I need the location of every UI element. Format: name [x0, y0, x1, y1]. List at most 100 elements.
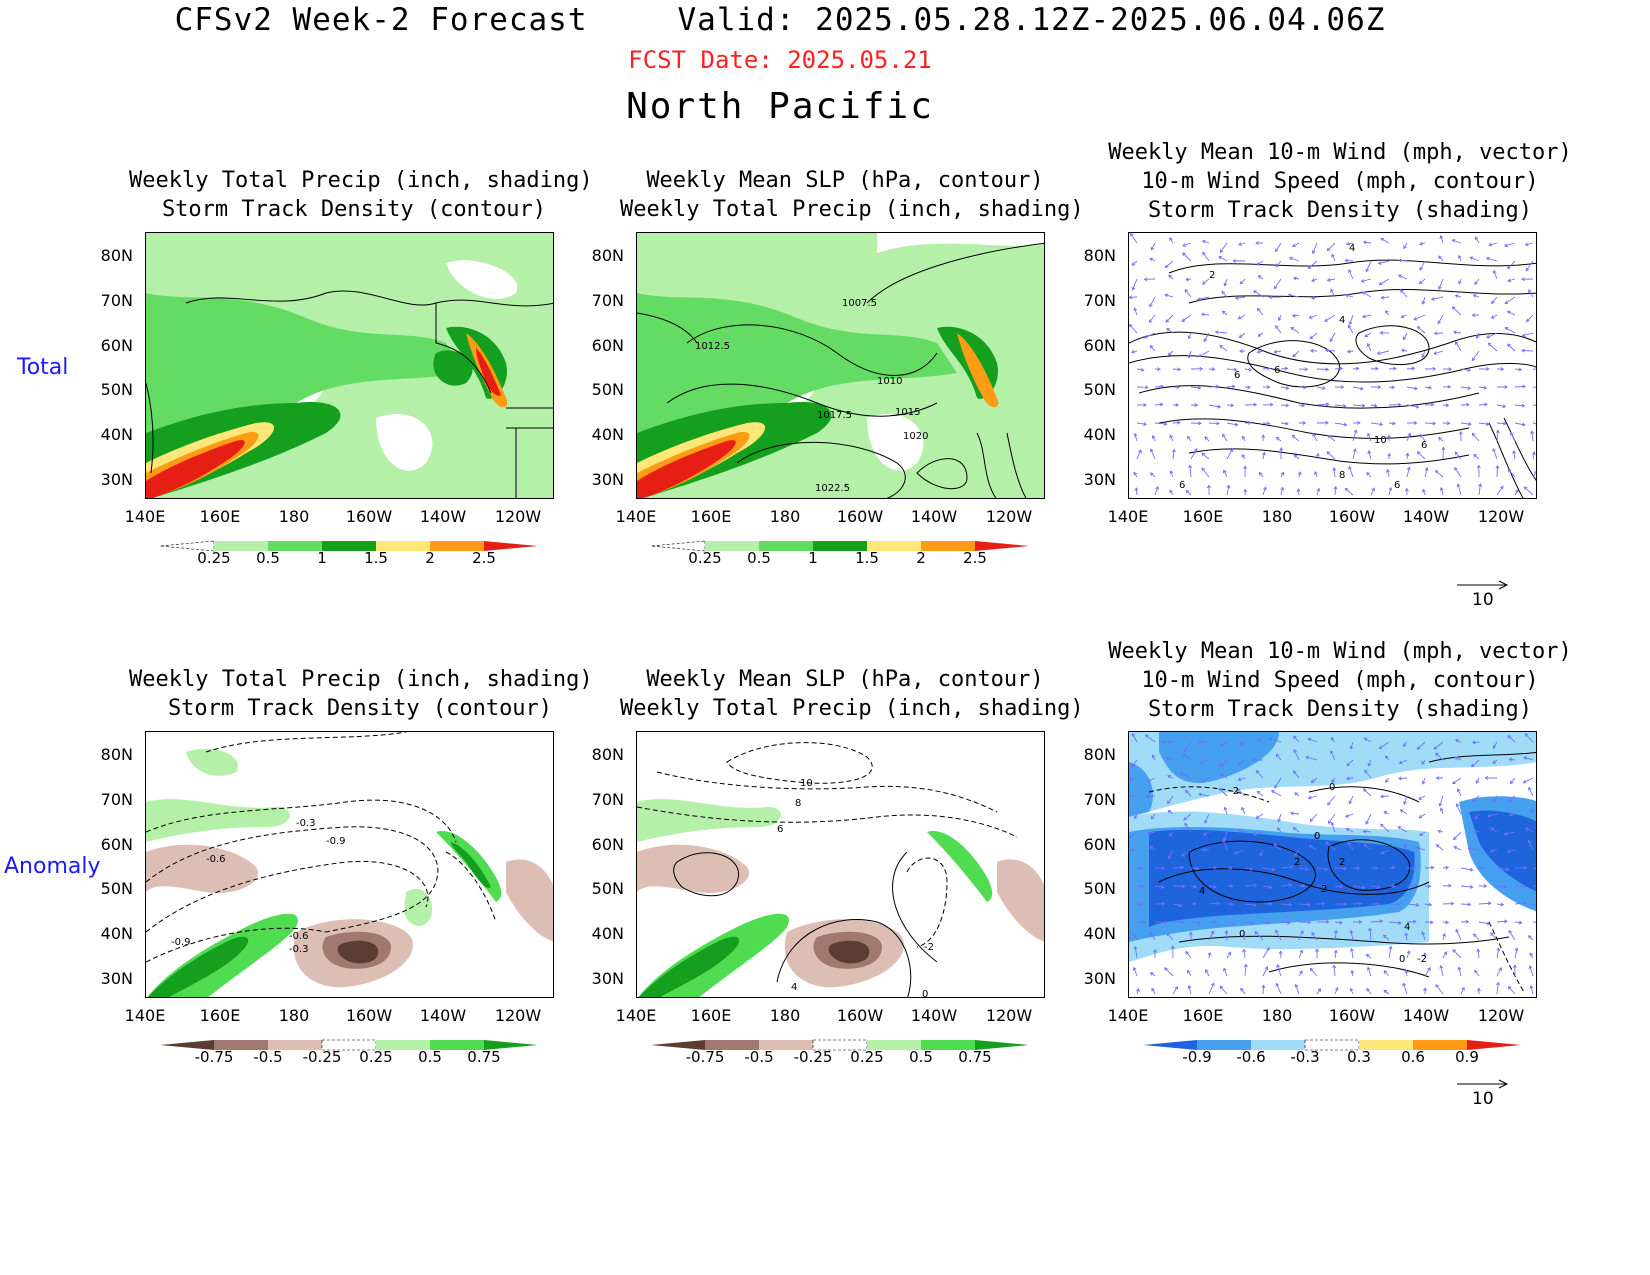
map-total-wind: 4 2 4 6 6 10 6 8 6 6 — [1128, 232, 1537, 499]
wind-vector — [1472, 795, 1480, 802]
colorbar-swatch — [759, 541, 813, 551]
wind-vector-head — [1371, 487, 1375, 492]
wind-vector-head — [1348, 800, 1353, 805]
wind-vector-head — [1334, 929, 1338, 934]
wind-vector — [1361, 291, 1372, 298]
wind-vector — [1136, 422, 1147, 425]
wind-vector — [1134, 946, 1138, 959]
wind-vector-head — [1317, 988, 1321, 992]
wind-vector-head — [1383, 989, 1388, 994]
wind-vector — [1496, 920, 1507, 923]
wind-vector-head — [1403, 843, 1407, 848]
wind-vector-head — [1454, 756, 1458, 760]
wind-vector — [1234, 849, 1246, 854]
wind-vector — [1204, 813, 1210, 824]
wind-vector-head — [1467, 368, 1472, 372]
wind-vector — [1398, 777, 1408, 779]
wind-vector-head — [1453, 846, 1458, 850]
wind-vector — [1454, 451, 1462, 460]
wind-vector-head — [1210, 982, 1215, 987]
wind-vector-head — [1418, 280, 1423, 285]
lon-tick-label: 180 — [1261, 507, 1293, 526]
wind-vector-head — [1149, 931, 1153, 936]
wind-vector — [1172, 449, 1175, 460]
wind-vector — [1471, 350, 1480, 361]
wind-vector-head — [1268, 885, 1273, 890]
colorbar-swatch — [160, 1040, 214, 1050]
colorbar-label: -0.75 — [685, 1048, 725, 1066]
wind-vector-head — [1344, 258, 1349, 263]
wind-vector — [1507, 849, 1516, 853]
wind-vector-head — [1423, 987, 1428, 991]
wind-vector-head — [1421, 780, 1426, 785]
colorbar-swatch — [214, 541, 268, 551]
colorbar-label: -0.25 — [793, 1048, 833, 1066]
wind-vector-head — [1528, 965, 1533, 969]
wind-vector — [1476, 332, 1480, 339]
wind-vector — [1150, 472, 1156, 478]
wind-vector — [1532, 885, 1536, 887]
wind-vector-head — [1416, 326, 1421, 330]
wind-vector-head — [1247, 385, 1251, 390]
wind-vector-head — [1435, 984, 1439, 988]
wind-vector — [1280, 404, 1289, 407]
wind-vector — [1169, 237, 1174, 244]
wind-vector-head — [1143, 422, 1148, 426]
wind-vector-head — [1378, 745, 1383, 750]
wind-vector — [1179, 772, 1192, 779]
wind-vector — [1529, 965, 1534, 977]
slp-anom-label: 10 — [800, 778, 813, 789]
wind-vector — [1221, 291, 1228, 298]
wind-vector-head — [1504, 385, 1509, 389]
wind-vector — [1352, 368, 1359, 370]
wind-vector-head — [1239, 280, 1244, 285]
wind-vector-head — [1197, 385, 1202, 390]
contour-label: -2 — [1229, 786, 1239, 797]
wind-vector — [1325, 349, 1336, 352]
lon-tick-label: 160W — [1328, 1006, 1376, 1025]
wind-vector — [1350, 741, 1354, 749]
wind-vector — [1330, 737, 1336, 743]
wind-vector-head — [1486, 367, 1490, 371]
wind-vector — [1197, 296, 1210, 301]
wind-vector — [1366, 988, 1372, 995]
wind-vector — [1524, 486, 1534, 496]
wind-vector-head — [1185, 489, 1190, 494]
wind-vector — [1490, 932, 1498, 941]
wind-vector-head — [1210, 930, 1215, 935]
colorbar-swatch — [430, 1040, 484, 1050]
wind-vector-head — [1168, 855, 1172, 860]
wind-vector — [1435, 752, 1444, 761]
wind-vector-head — [1292, 353, 1297, 358]
wind-vector-head — [1415, 846, 1420, 850]
wind-vector-head — [1197, 792, 1202, 797]
wind-vector-head — [1169, 237, 1173, 241]
wind-vector — [1133, 472, 1138, 478]
wind-vector — [1165, 294, 1174, 298]
wind-vector — [1378, 260, 1390, 264]
wind-vector — [1253, 831, 1264, 836]
wind-vector — [1275, 930, 1282, 941]
wind-vector — [1149, 932, 1156, 941]
wind-vector-head — [1307, 737, 1312, 742]
wind-vector — [1431, 296, 1444, 300]
wind-vector-head — [1470, 763, 1475, 768]
wind-vector — [1198, 350, 1210, 358]
wind-vector-head — [1450, 901, 1455, 906]
lon-tick-label: 160W — [345, 1006, 393, 1025]
wind-vector-head — [1333, 949, 1338, 954]
wind-vector — [1380, 823, 1390, 833]
wind-vector — [1226, 422, 1238, 426]
wind-vector-head — [1349, 745, 1354, 750]
lon-tick-label: 120W — [494, 507, 542, 526]
wind-vector-head — [1489, 848, 1494, 853]
wind-vector-head — [1455, 341, 1459, 345]
wind-vector-head — [1472, 829, 1477, 834]
wind-vector — [1370, 488, 1375, 496]
wind-vector-head — [1393, 366, 1397, 371]
wind-vector-head — [1534, 471, 1536, 473]
wind-vector — [1405, 932, 1408, 941]
wind-vector-head — [1502, 421, 1507, 426]
wind-vector-head — [1453, 836, 1457, 841]
colorbar-anom-precip-1 — [160, 1039, 538, 1051]
